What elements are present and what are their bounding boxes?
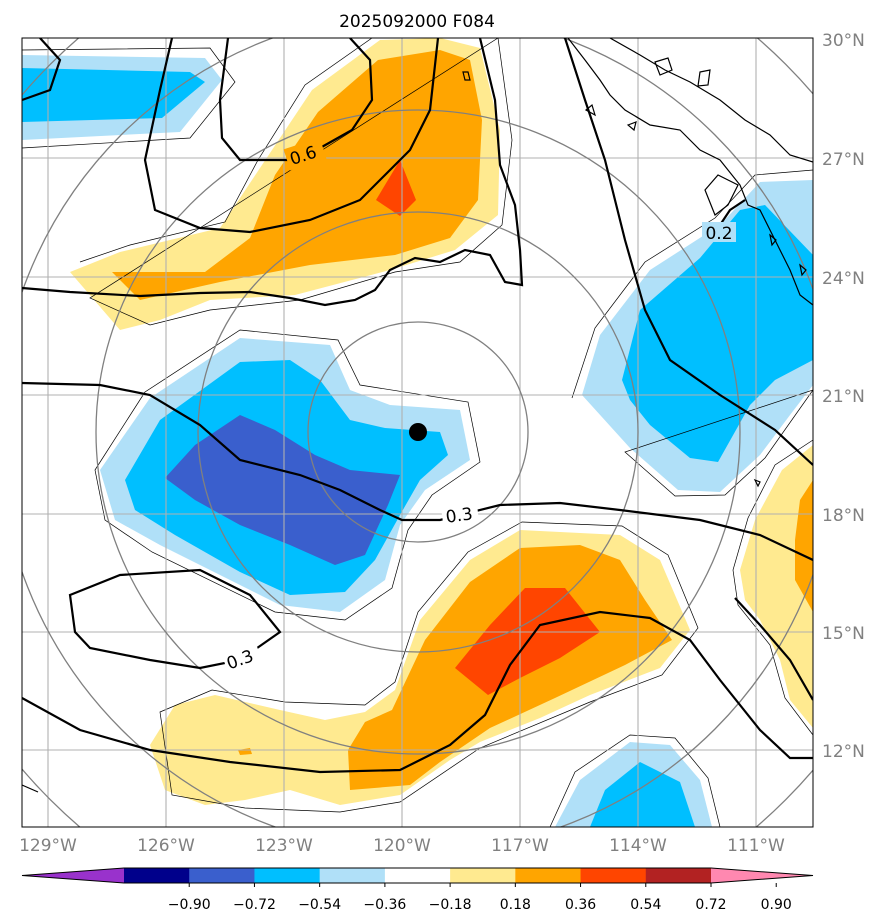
range-ring-2 [197,211,639,653]
shading-orange-north [112,50,482,300]
contour-label-0.2: 0.2 [705,224,732,244]
lon-label: 126°W [137,836,195,856]
shading-orange-east-edge [795,480,813,612]
colorbar-extend-low [22,868,124,883]
colorbar: −0.90 −0.72 −0.54 −0.36 −0.18 0.18 0.36 0.54 0.7… [21,867,814,913]
lon-label: 111°W [727,836,785,856]
colorbar-extend-high [711,868,813,883]
filled-anomaly-shading [22,38,813,827]
contour-south [22,610,813,774]
longitude-labels: 129°W 126°W 123°W 120°W 117°W 114°W 111°… [19,836,785,856]
contour-labels: 0.6 0.2 0.3 0.3 [221,137,736,674]
colorbar-tick-label: 0.90 [761,897,792,913]
lon-label: 129°W [19,836,77,856]
lat-label: 27°N [822,150,865,170]
shading-dark-blue-center [165,415,400,565]
colorbar-bin [384,868,451,883]
storm-center-marker [409,423,427,441]
contour-0.6 [143,38,440,234]
colorbar-tick-label: 0.18 [500,897,531,913]
shading-blue-se [590,762,695,827]
lat-label: 21°N [822,387,865,407]
latitude-labels: 30°N 27°N 24°N 21°N 18°N 15°N 12°N [822,31,865,762]
colorbar-bin [189,868,255,883]
contour-0.3-center [22,381,813,561]
contour-east [563,38,813,466]
shading-yellow-east-edge [740,445,813,728]
lat-label: 15°N [822,624,865,644]
contour-nw-loop [22,38,62,102]
lon-label: 114°W [609,836,667,856]
contour-label-0.3-center: 0.3 [445,504,475,528]
colorbar-bin [645,868,712,883]
lon-label: 123°W [255,836,313,856]
lon-label: 117°W [491,836,549,856]
colorbar-bin [580,868,647,883]
lat-label: 24°N [822,269,865,289]
contour-north-right [22,38,524,307]
colorbar-tick-label: −0.18 [429,897,472,913]
colorbar-bin [319,868,386,883]
colorbar-tick-label: −0.90 [168,897,211,913]
colorbar-tick-label: −0.54 [298,897,341,913]
range-ring-1 [307,321,529,543]
map-frame [21,37,814,828]
lon-label: 120°W [373,836,431,856]
colorbar-tick-label: 0.36 [565,897,596,913]
colorbar-bin [124,868,190,883]
coastline [22,38,813,793]
range-ring-3 [95,109,741,755]
colorbar-bin [515,868,582,883]
colorbar-tick-label: −0.36 [363,897,406,913]
colorbar-bin [254,868,321,883]
shading-blue-east [622,205,813,462]
shading-red-north [376,160,416,216]
colorbar-tick-label: 0.72 [695,897,726,913]
colorbar-bin [450,868,516,883]
shading-blue-nw [22,68,205,122]
lat-label: 30°N [822,31,865,51]
lat-label: 12°N [822,742,865,762]
figure-title: 2025092000 F084 [339,12,495,32]
colorbar-tick-label: 0.54 [630,897,661,913]
colorbar-tick-label: −0.72 [233,897,276,913]
contour-lines [22,38,813,774]
lat-label: 18°N [822,506,865,526]
